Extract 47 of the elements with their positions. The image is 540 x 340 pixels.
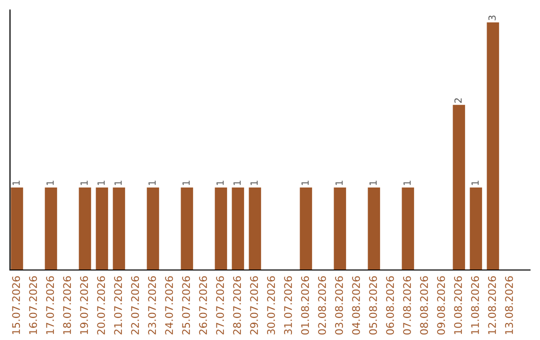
data-label: 1 (336, 180, 343, 186)
x-tick-label: 25.07.2026 (182, 276, 190, 334)
x-tick-label: 13.08.2026 (505, 276, 513, 334)
data-label: 1 (98, 180, 105, 186)
data-label: 1 (80, 180, 88, 186)
data-label: 1 (302, 180, 309, 186)
x-tick-label: 09.08.2026 (437, 276, 445, 335)
x-tick-label: 16.07.2026 (29, 276, 37, 334)
x-tick-label: 28.07.2026 (233, 276, 241, 334)
x-tick-label: 12.08.2026 (488, 276, 496, 334)
data-label: 1 (216, 180, 224, 186)
data-label: 3 (488, 16, 496, 20)
x-tick-label: 06.08.2026 (386, 276, 394, 335)
x-tick-label: 05.08.2026 (369, 276, 377, 335)
x-tick-label: 10.08.2026 (454, 276, 462, 334)
x-tick-label: 18.07.2026 (63, 276, 71, 334)
data-label: 1 (472, 180, 479, 186)
x-tick-label: 21.07.2026 (114, 276, 122, 334)
x-tick-label: 31.07.2026 (284, 276, 292, 334)
x-tick-label: 11.08.2026 (471, 276, 479, 334)
data-label: 2 (454, 98, 462, 103)
data-label: 1 (12, 180, 20, 186)
x-tick-label: 08.08.2026 (420, 276, 428, 335)
x-tick-label: 20.07.2026 (97, 276, 105, 334)
x-tick-label: 15.07.2026 (12, 276, 20, 334)
x-tick-label: 17.07.2026 (46, 276, 54, 334)
data-label: 1 (182, 180, 190, 186)
x-tick-label: 07.08.2026 (403, 276, 411, 335)
x-tick-label: 23.07.2026 (148, 276, 156, 334)
data-label: 1 (234, 180, 241, 186)
data-label: 1 (148, 180, 156, 186)
x-tick-label: 04.08.2026 (352, 276, 360, 335)
x-tick-label: 29.07.2026 (250, 276, 258, 334)
data-label: 1 (114, 180, 122, 186)
x-tick-label: 02.08.2026 (318, 276, 326, 335)
x-tick-label: 26.07.2026 (199, 276, 207, 334)
data-label: 1 (404, 180, 411, 186)
data-label: 1 (370, 180, 377, 186)
x-tick-label: 30.07.2026 (267, 276, 275, 334)
data-label: 1 (46, 180, 54, 186)
x-tick-label: 24.07.2026 (165, 276, 173, 334)
x-tick-label: 03.08.2026 (335, 276, 343, 335)
x-tick-label: 22.07.2026 (131, 276, 139, 334)
x-tick-label: 27.07.2026 (216, 276, 224, 334)
x-tick-label: 19.07.2026 (80, 276, 88, 334)
x-tick-label: 01.08.2026 (301, 276, 309, 335)
data-label: 1 (250, 180, 258, 186)
